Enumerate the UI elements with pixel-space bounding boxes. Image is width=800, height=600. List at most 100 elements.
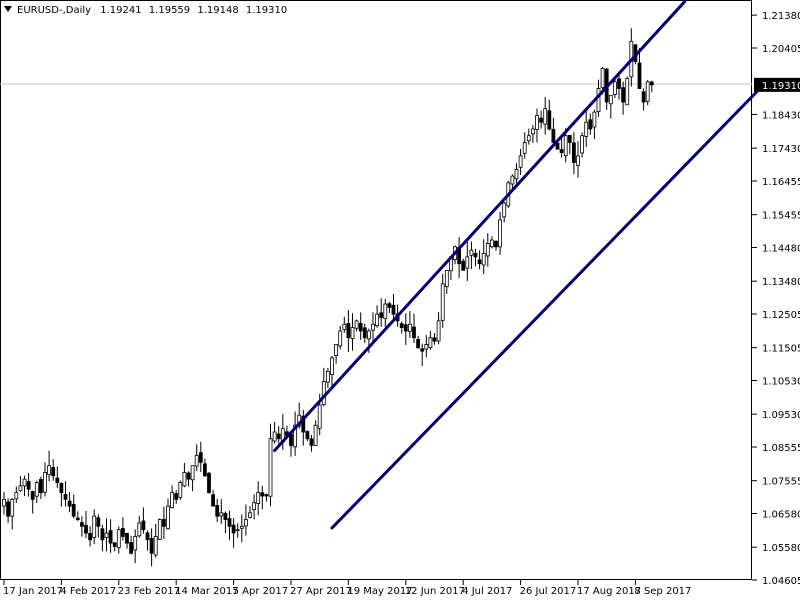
time-tick-label: 8 Sep 2017 [634,586,691,597]
candle-body-down [55,477,60,483]
price-tick-label: 1.05580 [762,543,800,554]
candle-body-down [412,326,416,339]
candle-body-up [317,404,322,429]
candle [416,335,421,349]
candle-body-up [190,465,195,481]
candle [547,99,552,131]
candle [18,475,23,492]
candle-body-up [116,529,121,548]
candle-body-up [153,535,158,556]
candle-body-up [252,502,257,511]
candle [170,485,175,509]
candle [67,491,72,513]
candle [535,108,539,143]
candle-body-down [301,415,306,433]
candle-body-down [231,524,236,534]
candle-body-up [518,155,523,168]
candle-body-down [559,149,564,153]
candle [485,233,490,267]
candle-body-down [420,348,425,352]
collapse-triangle-icon[interactable] [4,6,12,12]
candle-body-down [649,81,654,86]
candle [305,430,310,442]
candle [432,333,437,345]
candle-body-up [440,283,445,321]
candle-body-down [223,512,228,520]
candle [227,510,232,541]
candle [358,312,363,340]
candle-body-up [92,515,97,538]
candle [399,321,404,334]
candle-body-up [182,472,187,487]
candle-body-up [407,323,412,332]
candle [342,316,347,333]
current-price-badge [754,77,800,92]
candle-body-up [239,525,244,529]
candle-body-up [133,535,138,551]
candle-body-up [498,219,503,248]
candle [576,141,580,178]
candle [461,258,466,271]
candle [330,356,334,386]
candle-body-down [362,327,367,339]
price-tick-label: 1.14480 [762,243,800,254]
candle [383,298,388,328]
candle [215,498,220,522]
price-tick-label: 1.21380 [762,11,800,22]
candle-body-up [510,175,515,185]
candle-body-up [522,142,527,154]
candle-body-down [621,87,625,103]
candle-body-up [371,323,375,331]
candle [186,471,191,487]
candle [219,499,224,524]
candle-body-down [477,259,482,265]
channel-group[interactable] [273,0,764,530]
candle-body-up [268,438,273,497]
candle-body-up [293,424,298,448]
candle [551,117,556,144]
candle [71,494,76,519]
candle-body-up [166,505,170,530]
candle-body-up [354,320,359,329]
candle-body-down [264,494,269,497]
candle [198,441,203,473]
candle [26,472,31,497]
candle-body-up [243,519,248,527]
candle [223,511,228,534]
candle-body-down [112,542,117,547]
channel-lower-line[interactable] [330,84,764,530]
candle [543,96,548,135]
candle [55,466,60,488]
candle [420,343,425,367]
candle [309,435,314,452]
candle-body-up [34,482,39,497]
candle [63,480,68,507]
candle [637,47,642,89]
candle-body-up [43,472,47,493]
candle [202,458,207,477]
channel-upper-line[interactable] [273,0,687,453]
candle [194,444,199,472]
candle-body-down [161,518,166,527]
candle-body-down [399,323,404,329]
candle-body-up [330,357,334,375]
candle [129,535,134,555]
candle [51,459,56,481]
candle [641,88,646,111]
candle [424,335,429,358]
candle-body-up [272,431,277,442]
candle-body-up [489,239,494,248]
price-tick-label: 1.08555 [762,443,800,454]
candle [510,174,515,189]
candle-body-down [391,304,396,315]
candle-body-down [358,322,363,332]
candle-body-down [80,522,84,527]
candle-body-down [617,78,621,89]
candle-body-down [387,303,392,308]
candle-body-down [637,62,642,89]
candle-body-down [198,452,203,463]
candle-body-up [613,81,617,95]
candle-body-up [436,320,441,342]
